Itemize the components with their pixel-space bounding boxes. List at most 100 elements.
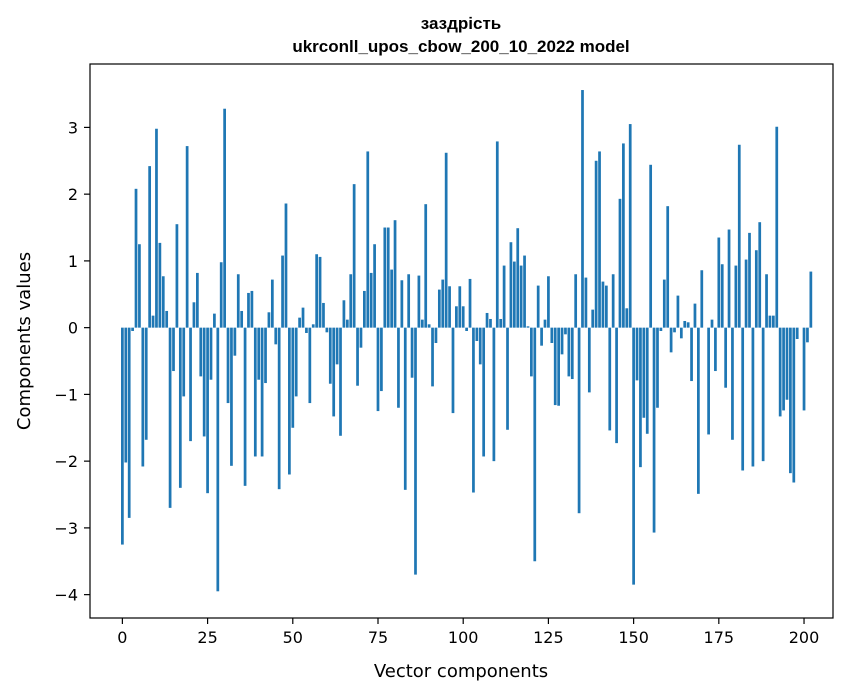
bar	[581, 90, 584, 328]
bar	[134, 188, 138, 328]
bar	[792, 327, 796, 483]
bar	[700, 270, 704, 328]
x-axis-label: Vector components	[374, 661, 548, 682]
bar	[424, 204, 428, 328]
bar	[335, 327, 339, 365]
bar	[547, 276, 550, 328]
bar	[455, 306, 458, 328]
bar	[485, 312, 489, 328]
bar	[349, 274, 353, 328]
y-tick-label: −4	[54, 586, 78, 605]
bar	[165, 310, 169, 328]
bar	[284, 203, 288, 328]
bar	[437, 289, 441, 328]
x-tick-label: 25	[197, 628, 217, 647]
y-axis-ticks: −4 −3 −2 −1 0 1 2 3	[54, 118, 90, 605]
bar	[564, 327, 567, 335]
bar	[291, 327, 295, 428]
bar	[717, 237, 721, 328]
bar	[253, 327, 257, 457]
bar	[693, 303, 697, 328]
bar	[598, 151, 601, 328]
bar	[731, 327, 734, 440]
chart-subtitle: ukrconll_upos_cbow_200_10_2022 model	[292, 37, 629, 56]
bar	[659, 327, 663, 331]
bar	[662, 279, 666, 328]
bar	[451, 327, 455, 414]
x-axis-ticks: 0 25 50 75 100 125 150 175 200	[117, 618, 819, 647]
bar	[683, 320, 687, 328]
bar	[533, 327, 537, 562]
bar	[352, 184, 356, 328]
bar	[403, 327, 407, 490]
bar	[397, 327, 400, 408]
bar	[628, 124, 632, 328]
bar	[523, 255, 526, 328]
bar	[645, 327, 649, 434]
bar	[236, 274, 240, 328]
bar	[393, 220, 397, 328]
bar	[482, 327, 486, 457]
bar	[509, 242, 513, 328]
bar	[656, 327, 659, 408]
bar	[144, 327, 148, 440]
bar	[175, 224, 179, 328]
bar	[376, 327, 380, 412]
bar	[410, 327, 414, 378]
bar	[499, 318, 503, 328]
bar	[567, 327, 571, 377]
bar	[707, 327, 710, 435]
bar	[720, 264, 724, 328]
bar	[789, 327, 792, 474]
bar	[359, 327, 363, 348]
bar	[345, 319, 349, 328]
bar	[434, 327, 438, 343]
bar	[325, 327, 329, 333]
bar	[765, 274, 768, 328]
bar	[690, 327, 693, 382]
x-tick-label: 75	[368, 628, 388, 647]
bar	[574, 274, 578, 328]
bar	[591, 309, 595, 328]
bar	[782, 327, 785, 411]
x-tick-label: 50	[283, 628, 303, 647]
bar	[560, 327, 564, 355]
bar	[189, 327, 192, 442]
bar	[400, 280, 404, 328]
bar	[519, 265, 523, 328]
bar	[305, 327, 308, 333]
bar	[178, 327, 182, 488]
bar	[138, 244, 141, 328]
bar	[172, 327, 175, 372]
bar	[226, 327, 230, 404]
y-tick-label: −1	[54, 385, 78, 404]
bar	[530, 327, 533, 377]
bar	[260, 327, 264, 457]
bar	[492, 327, 496, 462]
bar	[141, 327, 145, 467]
bar	[478, 327, 482, 365]
bar	[383, 227, 387, 328]
bar	[257, 327, 261, 380]
bar	[407, 274, 411, 328]
bar	[714, 327, 717, 372]
bar	[744, 259, 748, 328]
bar	[155, 128, 158, 328]
y-tick-label: 3	[68, 118, 78, 137]
bar	[622, 143, 625, 328]
bar	[618, 198, 622, 328]
x-tick-label: 125	[533, 628, 564, 647]
bar	[754, 250, 758, 328]
bar	[809, 271, 813, 328]
bar	[417, 275, 421, 328]
bar	[328, 327, 332, 384]
bar	[710, 319, 714, 328]
bar	[274, 327, 278, 345]
bar	[526, 326, 530, 328]
bar	[502, 265, 506, 328]
bar	[802, 327, 806, 411]
bar	[270, 279, 274, 328]
y-tick-label: −2	[54, 452, 78, 471]
bar	[557, 327, 560, 406]
bar	[495, 141, 499, 328]
